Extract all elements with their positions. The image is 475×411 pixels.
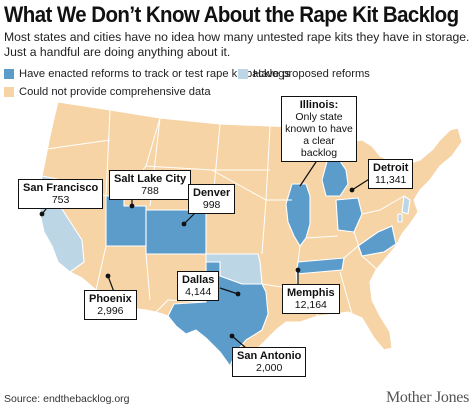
brand-logo: Mother Jones [385, 389, 469, 406]
callout-illinois-colon: : [334, 99, 339, 111]
dot-salt-lake [129, 203, 135, 209]
leader-dallas [219, 287, 239, 295]
legend-label-enacted: Have enacted reforms to track or test ra… [19, 68, 291, 80]
callout-phoenix-city: Phoenix [89, 293, 132, 305]
source-note: Source: endthebacklog.org [4, 393, 130, 405]
legend-item-enacted: Have enacted reforms to track or test ra… [4, 68, 290, 80]
callout-san-francisco-city: San Francisco [23, 182, 99, 194]
callout-san-francisco-value: 753 [51, 194, 70, 206]
subtitle-line-1: Most states and cities have no idea how … [4, 30, 470, 44]
callout-denver-city: Denver [193, 187, 231, 199]
page-title: What We Don’t Know About the Rape Kit Ba… [4, 2, 459, 27]
state-delaware [397, 213, 403, 223]
legend-label-proposed: Have proposed reforms [253, 68, 370, 80]
dot-phoenix [105, 273, 111, 279]
dot-memphis [295, 267, 301, 273]
callout-dallas: Dallas 4,144 [177, 271, 220, 301]
legend-label-nodata: Could not provide comprehensive data [19, 86, 211, 98]
callout-memphis-value: 12,164 [294, 299, 327, 311]
city-dots [39, 187, 355, 339]
callout-phoenix-value: 2,996 [97, 305, 124, 317]
state-ohio [335, 197, 363, 233]
callout-dallas-value: 4,144 [185, 286, 212, 298]
leader-phoenix [107, 275, 115, 293]
leader-denver [183, 211, 197, 225]
subtitle: Most states and cities have no idea how … [4, 30, 472, 60]
dot-san-antonio [229, 333, 235, 339]
callout-san-antonio-value: 2,000 [256, 362, 283, 374]
dot-san-francisco [39, 211, 45, 217]
callout-memphis-city: Memphis [287, 287, 335, 299]
callout-salt-lake-city-city: Salt Lake City [114, 173, 187, 185]
callout-detroit: Detroit 11,341 [368, 159, 414, 189]
callout-illinois: Illinois: Only state known to have a cle… [281, 96, 357, 162]
callout-denver-value: 998 [202, 199, 221, 211]
leader-san-antonio [231, 335, 247, 349]
legend-item-nodata: Could not provide comprehensive data [4, 86, 211, 98]
dot-detroit [349, 187, 355, 193]
border-lines [39, 109, 405, 317]
callout-illinois-title: Illinois [299, 99, 335, 111]
callout-dallas-city: Dallas [182, 274, 215, 286]
dot-denver [181, 221, 187, 227]
legend-swatch-proposed [238, 69, 248, 79]
callout-salt-lake-city: Salt Lake City 788 [109, 170, 192, 200]
dot-dallas [235, 291, 241, 297]
legend-item-proposed: Have proposed reforms [238, 68, 370, 80]
legend-swatch-enacted [4, 69, 14, 79]
legend-swatch-nodata [4, 87, 14, 97]
state-new-jersey [401, 195, 411, 215]
callout-san-francisco: San Francisco 753 [18, 179, 104, 209]
subtitle-line-2: Just a handful are doing anything about … [4, 45, 231, 59]
callout-san-antonio: San Antonio 2,000 [232, 347, 307, 377]
callout-salt-lake-city-value: 788 [141, 185, 159, 197]
callout-denver: Denver 998 [188, 184, 236, 214]
state-colorado [145, 209, 207, 255]
callout-san-antonio-city: San Antonio [237, 350, 302, 362]
callout-memphis: Memphis 12,164 [282, 284, 340, 314]
callout-detroit-value: 11,341 [375, 174, 407, 186]
callout-illinois-text: Only state known to have a clear backlog [285, 111, 353, 159]
callout-detroit-city: Detroit [373, 162, 409, 174]
callout-phoenix: Phoenix 2,996 [84, 290, 137, 320]
